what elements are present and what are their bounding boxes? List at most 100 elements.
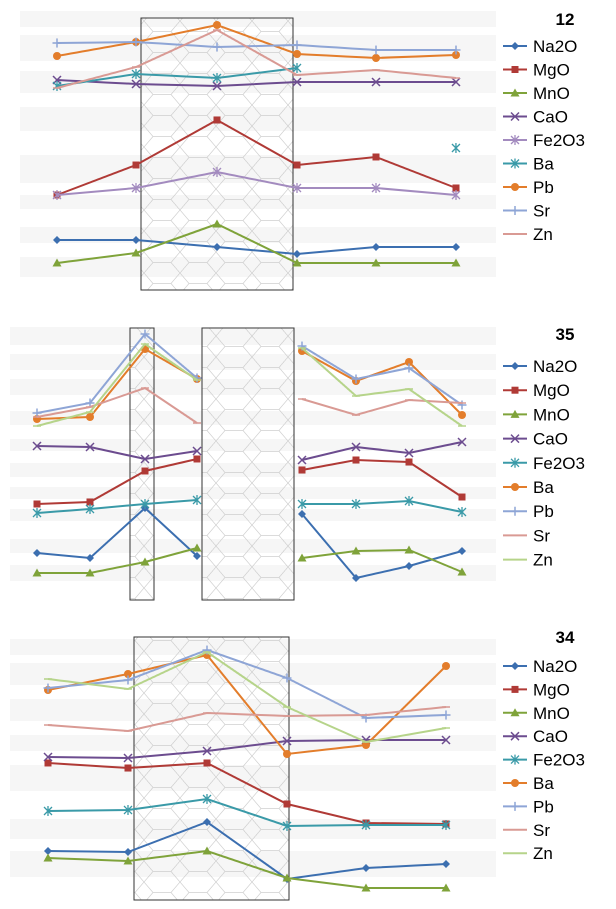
data-point [292, 40, 302, 50]
legend-marker [510, 801, 520, 811]
data-point [361, 883, 371, 892]
series-line [301, 513, 463, 580]
series-line [301, 398, 463, 417]
data-point [452, 184, 460, 192]
data-point [140, 329, 150, 339]
series-pb [43, 645, 451, 723]
panel-12: 12 Na2O MgO MnO CaO Fe2O3 Ba Pb Sr Zn [20, 10, 585, 291]
legend-marker [511, 483, 519, 491]
data-point [85, 504, 95, 514]
legend-item: Na2O [503, 37, 577, 56]
legend-item: Sr [503, 202, 550, 221]
legend-label: MnO [533, 704, 570, 723]
data-point [441, 735, 451, 745]
plot-area [32, 329, 467, 582]
highlight-box-left [129, 327, 155, 601]
data-point [43, 853, 53, 862]
data-point [297, 499, 307, 509]
data-point [123, 805, 133, 815]
legend-item: Zn [503, 551, 553, 570]
legend-marker [510, 754, 520, 765]
series-line [56, 28, 457, 89]
legend-marker [511, 183, 519, 191]
data-point [371, 258, 381, 267]
data-point [451, 143, 461, 153]
data-point [405, 562, 413, 570]
legend-label: Sr [533, 821, 550, 840]
data-point [33, 549, 41, 557]
data-point [298, 466, 306, 474]
legend-label: Zn [533, 551, 553, 570]
data-point [44, 759, 52, 767]
data-point [32, 508, 42, 518]
legend: Na2O MgO MnO CaO Fe2O3 Ba Pb Sr Zn [503, 657, 585, 863]
data-point [140, 454, 150, 464]
series-line [301, 347, 463, 427]
legend-item: Na2O [503, 357, 577, 376]
legend-item: Ba [503, 478, 554, 497]
legend-label: MgO [533, 381, 570, 400]
legend-item: Na2O [503, 657, 577, 676]
series-fe2o3 [43, 794, 451, 831]
series-line [56, 79, 456, 88]
legend-label: MgO [533, 680, 570, 699]
panel-title: 34 [556, 628, 575, 647]
data-point [192, 495, 202, 505]
legend-item: MnO [503, 405, 570, 424]
data-point [132, 161, 140, 169]
data-point [292, 258, 302, 267]
legend-label: Ba [533, 478, 554, 497]
legend-item: Zn [503, 225, 553, 244]
legend-item: Sr [503, 526, 550, 545]
data-point [192, 446, 202, 456]
legend-marker [511, 779, 519, 787]
data-point [43, 752, 53, 762]
data-point [124, 670, 132, 678]
data-point [371, 77, 381, 87]
series-na2o [53, 236, 460, 258]
series-line [56, 67, 298, 87]
series-mgo [33, 455, 466, 508]
series-sr [44, 706, 450, 733]
data-point [43, 683, 53, 693]
series-zn [53, 28, 460, 89]
data-point [404, 496, 414, 506]
data-point [405, 458, 413, 466]
series-line [36, 499, 198, 514]
series-line [301, 350, 463, 416]
legend-label: Zn [533, 225, 553, 244]
data-point [43, 806, 53, 816]
data-point [33, 500, 41, 508]
data-point [351, 442, 361, 452]
plot-area [43, 645, 451, 892]
legend-marker [510, 409, 520, 418]
legend-marker [511, 386, 519, 394]
legend-item: Fe2O3 [503, 454, 585, 473]
legend-item: MgO [503, 61, 570, 80]
data-point [124, 848, 132, 856]
legend-marker [510, 457, 520, 468]
data-point [212, 219, 222, 228]
series-line [36, 386, 198, 424]
data-point [452, 51, 460, 59]
legend-marker [511, 685, 519, 693]
data-point [441, 710, 451, 720]
data-point [202, 846, 212, 855]
data-point [292, 77, 302, 87]
data-point [458, 411, 466, 419]
data-point [124, 764, 132, 772]
data-point [404, 448, 414, 458]
data-point [452, 243, 460, 251]
series-sr [33, 386, 466, 424]
series-line [56, 118, 457, 196]
data-point [52, 258, 62, 267]
legend-item: Fe2O3 [503, 131, 585, 150]
data-point [352, 456, 360, 464]
legend-marker [510, 506, 520, 516]
series-line [56, 23, 457, 60]
legend-label: Ba [533, 155, 554, 174]
data-point [132, 236, 140, 244]
panel-title: 35 [556, 325, 575, 344]
legend-marker [510, 434, 520, 444]
legend-item: Ba [503, 774, 554, 793]
